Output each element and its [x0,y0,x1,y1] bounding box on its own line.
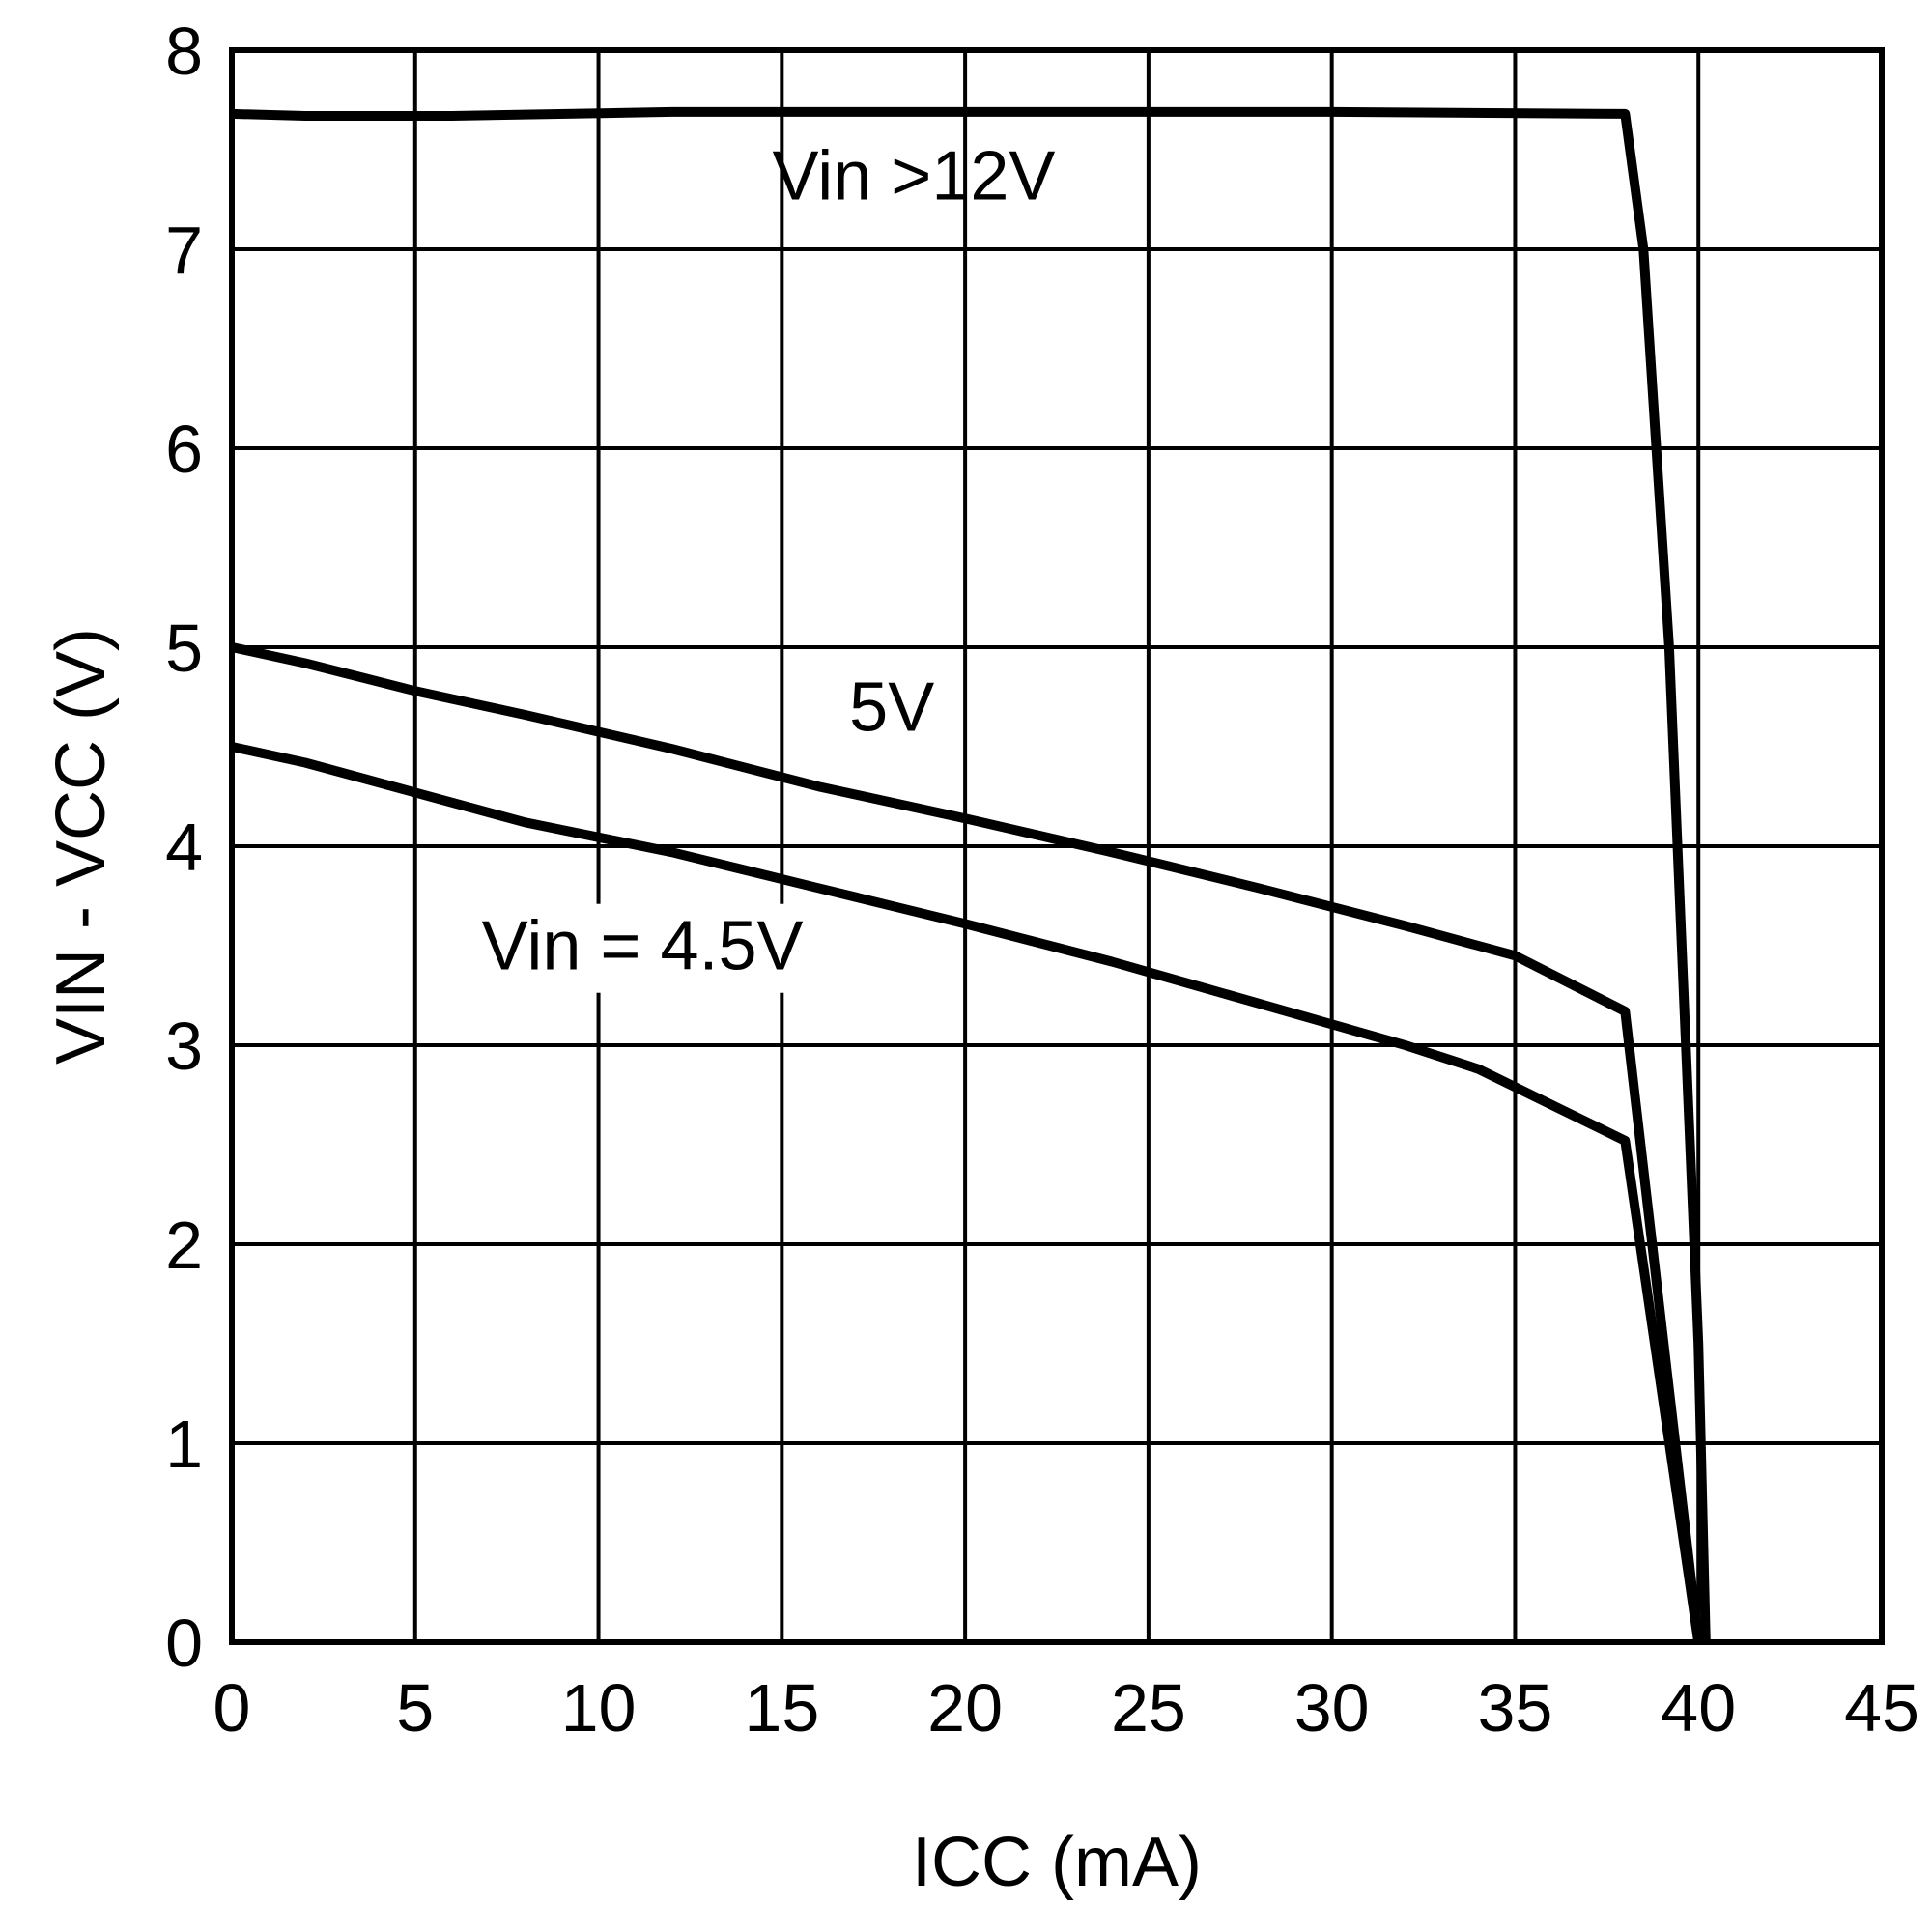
y-tick-label: 6 [165,412,203,487]
series-line-vin-4-5v [230,742,1704,1643]
y-tick-label: 2 [165,1208,203,1283]
x-axis-title: ICC (mA) [912,1824,1202,1901]
x-tick-label: 15 [744,1670,819,1746]
x-tick-label: 30 [1294,1670,1370,1746]
y-tick-label: 7 [165,213,203,288]
x-tick-label: 35 [1478,1670,1553,1746]
series-labels: Vin >12V 5V Vin = 4.5V [444,138,1055,993]
series-lines [230,106,1711,1643]
x-tick-label: 40 [1661,1670,1736,1746]
x-tick-labels: 0 5 10 15 20 25 30 35 40 45 [213,1670,1919,1746]
y-tick-label: 8 [165,14,203,89]
series-label-vin-gt-12v: Vin >12V [773,138,1056,215]
y-tick-labels: 0 1 2 3 4 5 6 7 8 [165,14,203,1681]
y-tick-label: 0 [165,1605,203,1681]
y-tick-label: 4 [165,810,203,885]
y-tick-label: 3 [165,1009,203,1084]
series-label-vin-4-5v: Vin = 4.5V [482,908,804,985]
series-line-5v [230,642,1704,1643]
plot-frame [229,47,1885,1645]
x-tick-label: 25 [1111,1670,1186,1746]
x-tick-label: 0 [213,1670,251,1746]
x-tick-label: 5 [396,1670,434,1746]
series-line-vin-gt-12v [231,106,1711,1643]
y-axis-title: VIN - VCC (V) [43,628,120,1065]
x-tick-label: 20 [927,1670,1003,1746]
y-tick-label: 5 [165,611,203,686]
series-label-5v: 5V [849,669,934,747]
x-tick-label: 10 [561,1670,637,1746]
grid [232,50,1882,1642]
series-label-background [444,903,841,993]
y-tick-label: 1 [165,1406,203,1482]
x-tick-label: 45 [1844,1670,1919,1746]
